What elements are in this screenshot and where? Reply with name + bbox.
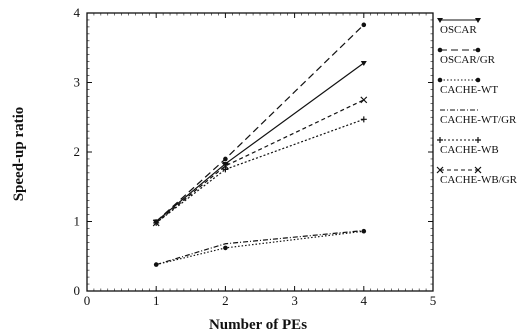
legend-label-4: CACHE-WT/GR [440, 114, 517, 126]
legend-label-3: CACHE-WT [440, 84, 498, 96]
series-point-6 [360, 96, 368, 104]
legend-label-6: CACHE-WB/GR [440, 174, 518, 186]
legend-marker-5 [475, 137, 481, 143]
legend-marker-5 [437, 137, 443, 143]
series-point-5 [360, 116, 367, 123]
legend-marker-6 [474, 166, 482, 174]
legend-marker-3 [437, 77, 443, 83]
series-point-6 [221, 162, 229, 170]
series-point-1 [360, 61, 367, 67]
legend-marker-3 [475, 77, 481, 83]
legend-marker-6 [436, 166, 444, 174]
y-tick-label: 4 [74, 5, 81, 20]
series-line-6 [155, 99, 365, 224]
legend-marker-2 [437, 47, 443, 53]
series-point-3 [361, 228, 367, 234]
x-tick-label: 2 [222, 293, 229, 308]
series-point-3 [223, 245, 228, 251]
legend-marker-1 [475, 18, 481, 23]
series-line-4 [156, 229, 364, 266]
legend: OSCAR OSCAR/GR CACHE-WT CACHE-WT/GR CACHE-WB… [436, 18, 518, 186]
y-axis-label: Speed-up ratio [11, 107, 27, 202]
series-point-6 [152, 219, 160, 227]
series-point-3 [153, 262, 159, 267]
x-tick-label: 4 [361, 293, 368, 308]
series-line-1 [155, 62, 365, 222]
x-tick-label: 1 [153, 293, 160, 308]
series-line-3 [156, 230, 364, 266]
series-line-2 [155, 24, 365, 222]
series-point-2 [223, 156, 228, 162]
series-point-5 [222, 166, 229, 173]
legend-label-1: OSCAR [440, 24, 477, 36]
x-tick-label: 0 [84, 293, 91, 308]
axis-ticks: 0 1 2 3 4 5 0 1 2 3 4 [74, 5, 437, 308]
y-tick-label: 3 [74, 75, 81, 90]
y-tick-label: 1 [74, 214, 81, 229]
x-tick-label: 5 [430, 293, 437, 308]
series-line-5 [155, 118, 365, 224]
y-tick-label: 0 [74, 283, 81, 298]
x-tick-label: 3 [291, 293, 298, 308]
x-axis-label: Number of PEs [209, 317, 307, 333]
legend-marker-1 [437, 18, 443, 23]
legend-label-2: OSCAR/GR [440, 54, 496, 66]
legend-label-5: CACHE-WB [440, 144, 499, 156]
y-tick-label: 2 [74, 144, 81, 159]
plot-frame [86, 12, 434, 292]
series-point-2 [361, 22, 367, 28]
legend-marker-2 [475, 47, 481, 53]
plot-area [86, 12, 434, 292]
chart-marks [152, 22, 368, 267]
series-point-1 [222, 161, 229, 167]
